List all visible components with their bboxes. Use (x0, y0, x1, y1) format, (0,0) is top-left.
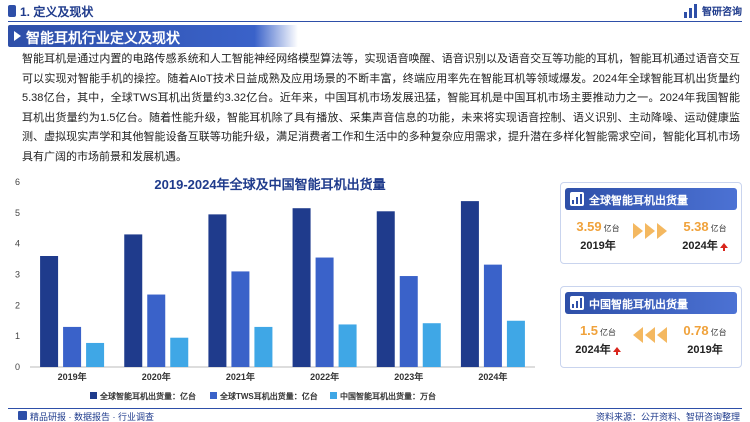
bar-chart-icon (570, 192, 584, 206)
y-tick-label: 1 (15, 331, 20, 341)
x-tick-label: 2023年 (394, 371, 423, 382)
china-2024-unit: 亿台 (600, 328, 617, 337)
chevron-right-icon (633, 223, 673, 239)
y-tick-label: 4 (15, 239, 20, 249)
x-tick-label: 2022年 (310, 371, 339, 382)
china-2024-year: 2024年 (575, 344, 611, 356)
china-stat-2019: 0.78 亿台 2019年 (673, 322, 737, 357)
china-panel-header: 中国智能耳机出货量 (565, 292, 737, 314)
header-rule (8, 21, 742, 22)
bar-3-3 (254, 326, 273, 367)
bar-1-6 (460, 201, 479, 367)
y-tick-label: 0 (15, 362, 20, 372)
global-2019-value: 3.59 (576, 219, 602, 234)
shipment-chart: 2019-2024年全球及中国智能耳机出货量 0 1 2 3 4 5 6 2019年 2020年… (0, 172, 545, 408)
bar-1-2 (124, 234, 143, 367)
y-tick-label: 6 (15, 177, 20, 187)
china-panel-title: 中国智能耳机出货量 (589, 299, 688, 311)
bar-1-1 (40, 256, 59, 367)
up-arrow-icon (612, 347, 621, 355)
global-2019-unit: 亿台 (603, 224, 620, 233)
global-stat-2024: 5.38 亿台 2024年 (673, 218, 737, 253)
legend-label-2: 全球TWS耳机出货量：亿台 (219, 391, 318, 401)
y-tick-label: 5 (15, 208, 20, 218)
play-arrow-icon (14, 31, 21, 41)
y-tick-label: 2 (15, 300, 20, 310)
bar-3-2 (170, 337, 189, 367)
footer-source: 资料来源：公开资料、智研咨询整理 (595, 412, 740, 422)
section-title: 1. 定义及现状 (20, 5, 94, 19)
section-marker (8, 5, 16, 17)
global-2024-year: 2024年 (682, 240, 718, 252)
bar-3-1 (86, 342, 105, 367)
global-2019-year: 2019年 (580, 240, 616, 252)
china-2024-value: 1.5 (579, 323, 599, 338)
page-header: 1. 定义及现状 智研咨询 (0, 0, 750, 22)
china-stat-2024: 1.5 亿台 2024年 (567, 322, 629, 357)
legend-swatch-3 (330, 392, 337, 399)
bar-2-4 (315, 257, 334, 367)
bar-1-3 (208, 214, 227, 367)
x-tick-label: 2021年 (226, 371, 255, 382)
x-tick-label: 2019年 (58, 371, 87, 382)
global-2024-unit: 亿台 (710, 224, 727, 233)
global-2024-value: 5.38 (683, 219, 709, 234)
bar-3-6 (506, 320, 525, 367)
page-footer: 精品研报 · 数据报告 · 行业调查 资料来源：公开资料、智研咨询整理 (0, 408, 750, 422)
intro-paragraph: 智能耳机是通过内置的电路传感系统和人工智能神经网络模型算法等，实现语音唤醒、语音… (22, 53, 740, 163)
y-tick-label: 3 (15, 270, 20, 280)
x-tick-label: 2020年 (142, 371, 171, 382)
legend-swatch-2 (210, 392, 217, 399)
bar-2-1 (63, 326, 82, 367)
global-panel-title: 全球智能耳机出货量 (589, 195, 688, 207)
bar-2-5 (399, 276, 418, 367)
china-2019-value: 0.78 (683, 323, 709, 338)
global-shipment-panel: 全球智能耳机出货量 3.59 亿台 2019年 5.38 亿台 2024年 (560, 182, 742, 264)
china-2019-unit: 亿台 (710, 328, 727, 337)
bar-chart-icon (570, 296, 584, 310)
footer-rule (8, 408, 742, 409)
legend-label-3: 中国智能耳机出货量：万台 (340, 391, 436, 401)
up-arrow-icon (719, 243, 728, 251)
report-icon (18, 411, 27, 420)
china-shipment-panel: 中国智能耳机出货量 1.5 亿台 2024年 0.78 亿台 2019年 (560, 286, 742, 368)
bar-3-5 (422, 323, 441, 367)
global-panel-header: 全球智能耳机出货量 (565, 188, 737, 210)
global-stat-2019: 3.59 亿台 2019年 (569, 218, 627, 253)
bar-2-3 (231, 271, 250, 367)
chart-title: 2019-2024年全球及中国智能耳机出货量 (154, 177, 386, 192)
title-banner: 智能耳机行业定义及现状 (8, 25, 298, 47)
banner-title: 智能耳机行业定义及现状 (26, 30, 180, 46)
bar-3-4 (338, 324, 357, 367)
bar-1-5 (376, 211, 395, 367)
bar-1-4 (292, 208, 311, 367)
brand: 智研咨询 (684, 3, 742, 18)
bar-2-6 (483, 264, 502, 367)
brand-name: 智研咨询 (702, 7, 742, 18)
chevron-left-icon (633, 327, 673, 343)
footer-tagline: 精品研报 · 数据报告 · 行业调查 (30, 412, 154, 422)
brand-logo-icon (684, 3, 698, 18)
bar-2-2 (147, 294, 166, 367)
chart-svg: 0 1 2 3 4 5 6 2019年 2020年 2021年 2022年 2023年 2024年全球智… (15, 177, 535, 401)
legend-swatch-1 (90, 392, 97, 399)
legend-label-1: 全球智能耳机出货量：亿台 (99, 391, 196, 401)
x-tick-label: 2024年 (478, 371, 507, 382)
china-2019-year: 2019年 (687, 344, 723, 356)
